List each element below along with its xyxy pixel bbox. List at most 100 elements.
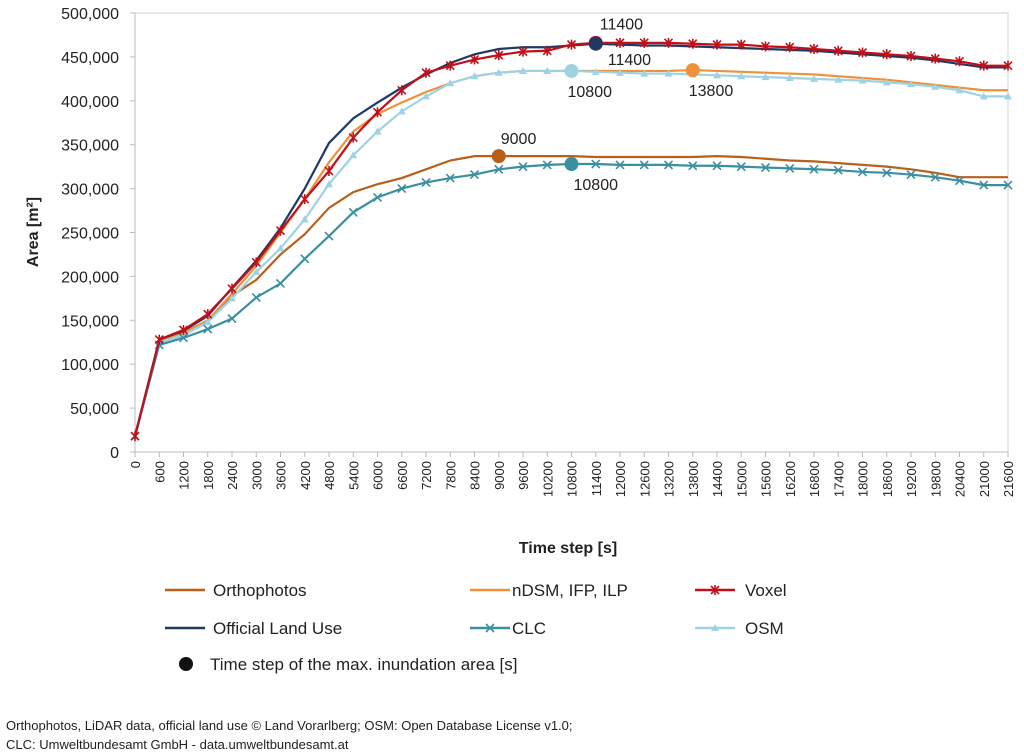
y-tick-label: 0 [110,445,119,462]
data-point [979,60,989,71]
x-tick-label: 6600 [395,461,410,490]
x-tick-label: 15000 [734,461,749,497]
data-point [712,39,722,50]
data-point [591,159,601,169]
x-tick-label: 20400 [953,461,968,497]
series-orthophotos [133,155,1008,437]
max-label: 9000 [501,131,537,148]
data-point [833,45,843,56]
data-point [324,231,334,241]
max-marker [685,63,700,78]
data-point [494,68,503,76]
data-point [178,333,189,343]
data-point [300,215,309,223]
data-point [906,169,916,180]
data-point [445,173,455,183]
legend-marker [710,585,720,595]
data-point [809,164,819,174]
legend-label: nDSM, IFP, ILP [512,581,628,600]
data-point [251,257,261,268]
data-point [930,172,940,182]
footer-credits-line2: CLC: Umweltbundesamt GmbH - data.umweltb… [6,737,349,752]
data-point [954,56,965,67]
data-point [252,268,261,276]
data-point [251,292,261,303]
data-point [760,41,771,52]
series-line [133,42,1008,437]
data-point [543,66,552,74]
legend-label: CLC [512,619,546,638]
data-point [761,73,770,81]
series-voxel [130,37,1013,442]
data-point [810,74,818,82]
data-point [954,176,965,186]
axes: 0 50,000 100,000 150,000 200,000 250,000 300,0… [61,6,1016,497]
x-tick-label: 18000 [856,461,871,497]
data-point [203,309,213,320]
max-markers: 9000 13800 11400 11400 10800 10800 [491,17,734,194]
data-point [979,180,989,190]
data-point [737,72,746,80]
y-tick-label: 350,000 [61,138,119,155]
x-tick-label: 600 [152,461,167,483]
legend-item: CLC [470,619,546,638]
x-tick-label: 6000 [371,461,386,490]
max-label: 10800 [574,177,619,194]
data-point [785,42,795,53]
data-point [373,127,382,135]
data-point [519,66,527,74]
data-point [1003,180,1013,190]
series-official-land-use [133,42,1008,437]
data-point [834,75,843,83]
data-point [397,85,407,96]
data-point [275,225,286,236]
legend-item-max: Time step of the max. inundation area [s… [179,655,517,674]
data-point [518,162,528,172]
data-point [518,46,528,57]
data-point [469,169,480,180]
x-tick-label: 12000 [613,461,628,497]
legend-item: Voxel [695,581,787,600]
data-point [663,160,674,170]
max-marker [588,36,603,51]
x-tick-label: 5400 [346,461,361,490]
x-tick-label: 13800 [686,461,701,497]
x-tick-label: 19200 [904,461,919,497]
data-point [300,254,310,264]
data-point [736,39,746,50]
data-point [882,78,891,86]
x-tick-label: 17400 [831,461,846,497]
x-tick-label: 9600 [516,461,531,490]
y-tick-label: 400,000 [61,94,119,111]
series-line [133,41,1008,437]
legend-label: Official Land Use [213,619,342,638]
max-label: 11400 [600,17,643,34]
data-point [858,76,867,84]
x-tick-label: 13200 [662,461,677,497]
data-point [615,160,625,170]
data-point [785,73,794,81]
data-point [713,71,721,79]
y-axis-title: Area [m²] [25,197,42,267]
x-tick-label: 1200 [177,461,192,490]
data-point [228,294,236,302]
y-tick-label: 200,000 [61,269,119,286]
y-tick-label: 300,000 [61,182,119,199]
data-point [955,86,964,94]
max-label: 13800 [689,83,734,100]
series-ndsm-ifp-ilp [133,68,1008,437]
x-tick-label: 12600 [637,461,652,497]
legend-label: OSM [745,619,784,638]
x-tick-label: 0 [128,461,143,468]
data-point [446,79,455,87]
data-point [639,37,649,48]
data-point [130,431,140,442]
data-point [688,38,698,49]
x-tick-label: 19800 [928,461,943,497]
legend-item: Official Land Use [165,619,342,638]
data-point [979,92,988,100]
data-point [348,132,358,143]
data-point [445,60,455,71]
data-point [566,39,577,50]
x-tick-label: 2400 [225,461,240,490]
